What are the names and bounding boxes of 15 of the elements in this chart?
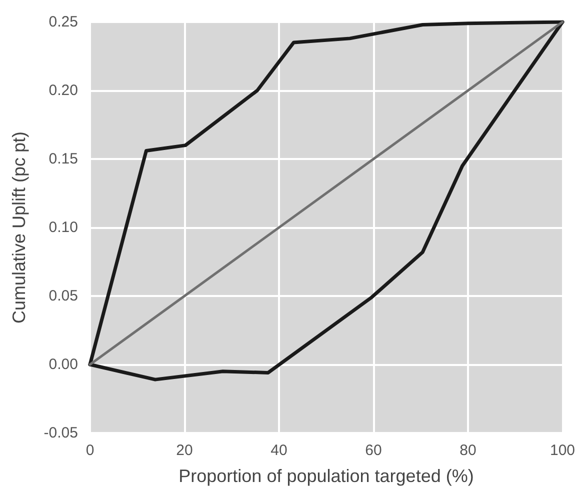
x-tick-label: 20 — [176, 442, 193, 459]
y-tick-label: 0.05 — [48, 288, 78, 304]
x-axis-title: Proportion of population targeted (%) — [178, 466, 474, 486]
y-tick-label: 0.25 — [48, 14, 78, 30]
x-tick-label: 80 — [460, 442, 476, 459]
x-tick-label: 0 — [86, 442, 94, 459]
y-tick-label: -0.05 — [44, 424, 78, 442]
x-tick-label: 60 — [365, 442, 382, 459]
y-axis-title: Cumulative Uplift (pc pt) — [9, 131, 29, 324]
x-tick-label: 100 — [550, 442, 575, 459]
y-tick-label: 0.20 — [48, 82, 78, 99]
y-tick-label: 0.00 — [48, 356, 78, 373]
x-tick-label: 40 — [270, 442, 288, 459]
y-tick-label: 0.15 — [48, 150, 78, 168]
y-tick-label: 0.10 — [48, 219, 78, 236]
